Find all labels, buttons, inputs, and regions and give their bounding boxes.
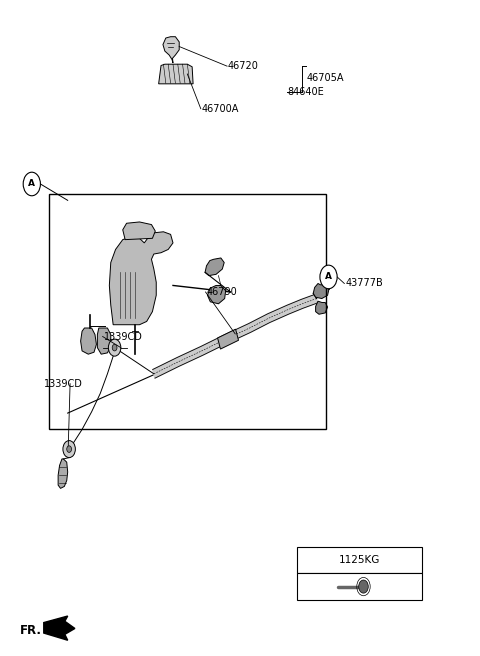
Polygon shape: [153, 294, 317, 378]
Polygon shape: [81, 328, 96, 354]
Text: A: A: [28, 180, 36, 188]
Text: 46700A: 46700A: [202, 104, 239, 113]
Polygon shape: [109, 232, 173, 325]
Polygon shape: [163, 37, 179, 63]
Polygon shape: [205, 258, 224, 276]
Bar: [298, 547, 422, 573]
Text: 84640E: 84640E: [288, 87, 324, 97]
Polygon shape: [44, 616, 75, 640]
Polygon shape: [97, 328, 111, 354]
Polygon shape: [123, 222, 156, 239]
Circle shape: [112, 344, 117, 351]
Polygon shape: [313, 283, 329, 298]
Text: 43777B: 43777B: [345, 279, 383, 289]
Polygon shape: [316, 301, 327, 314]
Bar: [217, 329, 239, 349]
Polygon shape: [207, 285, 226, 304]
Text: 1339CD: 1339CD: [44, 379, 83, 388]
Text: 1339CD: 1339CD: [104, 331, 143, 342]
Text: FR.: FR.: [20, 624, 42, 637]
Text: A: A: [325, 272, 332, 281]
Text: 1125KG: 1125KG: [339, 556, 380, 565]
Text: 46720: 46720: [228, 61, 259, 71]
Circle shape: [359, 580, 368, 593]
Polygon shape: [158, 64, 193, 84]
Circle shape: [23, 173, 40, 195]
Text: 46705A: 46705A: [307, 73, 345, 83]
Circle shape: [63, 441, 75, 458]
Circle shape: [67, 446, 72, 453]
Polygon shape: [58, 459, 68, 488]
Bar: [48, 194, 326, 430]
Circle shape: [320, 265, 337, 289]
Circle shape: [108, 339, 121, 356]
Text: 46790: 46790: [206, 287, 237, 297]
Bar: [298, 573, 422, 600]
